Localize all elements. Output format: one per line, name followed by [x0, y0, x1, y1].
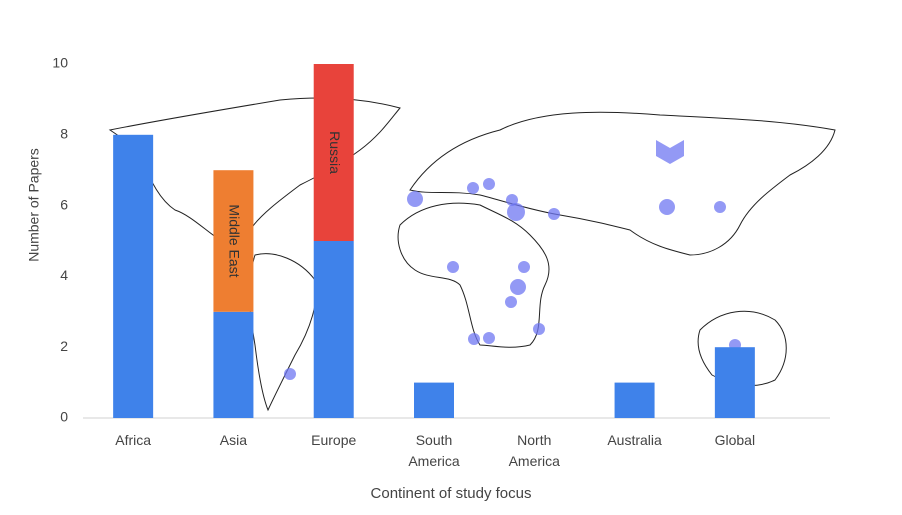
y-tick-label: 6: [60, 196, 68, 212]
y-axis-title: Number of Papers: [26, 148, 42, 262]
x-tick-label: Asia: [219, 432, 248, 448]
bar-segment: [113, 134, 154, 419]
bar-segment: [614, 382, 655, 418]
study-marker: [510, 279, 526, 295]
bar-segment: [313, 64, 354, 241]
y-tick-label: 10: [52, 55, 68, 71]
study-marker: [518, 261, 530, 273]
study-marker: [483, 332, 495, 344]
study-marker: [659, 199, 675, 215]
x-tick-label: North America: [508, 432, 560, 469]
study-marker: [483, 178, 495, 190]
x-tick-label: Africa: [115, 432, 152, 448]
study-marker: [407, 191, 423, 207]
bar-segment: [714, 347, 755, 418]
study-marker: [656, 140, 684, 164]
x-tick-label: Australia: [607, 432, 662, 448]
bar-segment: [213, 170, 254, 312]
segment-label: Middle East: [227, 204, 243, 277]
x-tick-label: South America: [408, 432, 460, 469]
study-marker: [507, 203, 525, 221]
x-axis-title: Continent of study focus: [371, 485, 532, 502]
x-tick-label: Europe: [311, 432, 357, 448]
bar-segment: [313, 241, 354, 418]
study-marker: [505, 296, 517, 308]
study-marker: [468, 333, 480, 345]
study-marker: [467, 182, 479, 194]
bar-segment: [213, 311, 254, 418]
y-tick-label: 0: [60, 409, 68, 425]
y-tick-label: 4: [60, 267, 68, 283]
study-marker: [284, 368, 296, 380]
study-marker: [548, 208, 560, 220]
y-tick-label: 2: [60, 338, 68, 354]
study-marker: [506, 194, 518, 206]
segment-label: Russia: [327, 131, 343, 174]
study-marker: [533, 323, 545, 335]
x-tick-label: Global: [714, 432, 756, 448]
world-map-background: [108, 97, 836, 412]
study-marker: [447, 261, 459, 273]
study-marker: [714, 201, 726, 213]
y-tick-label: 8: [60, 126, 68, 142]
bar-segment: [414, 382, 454, 418]
